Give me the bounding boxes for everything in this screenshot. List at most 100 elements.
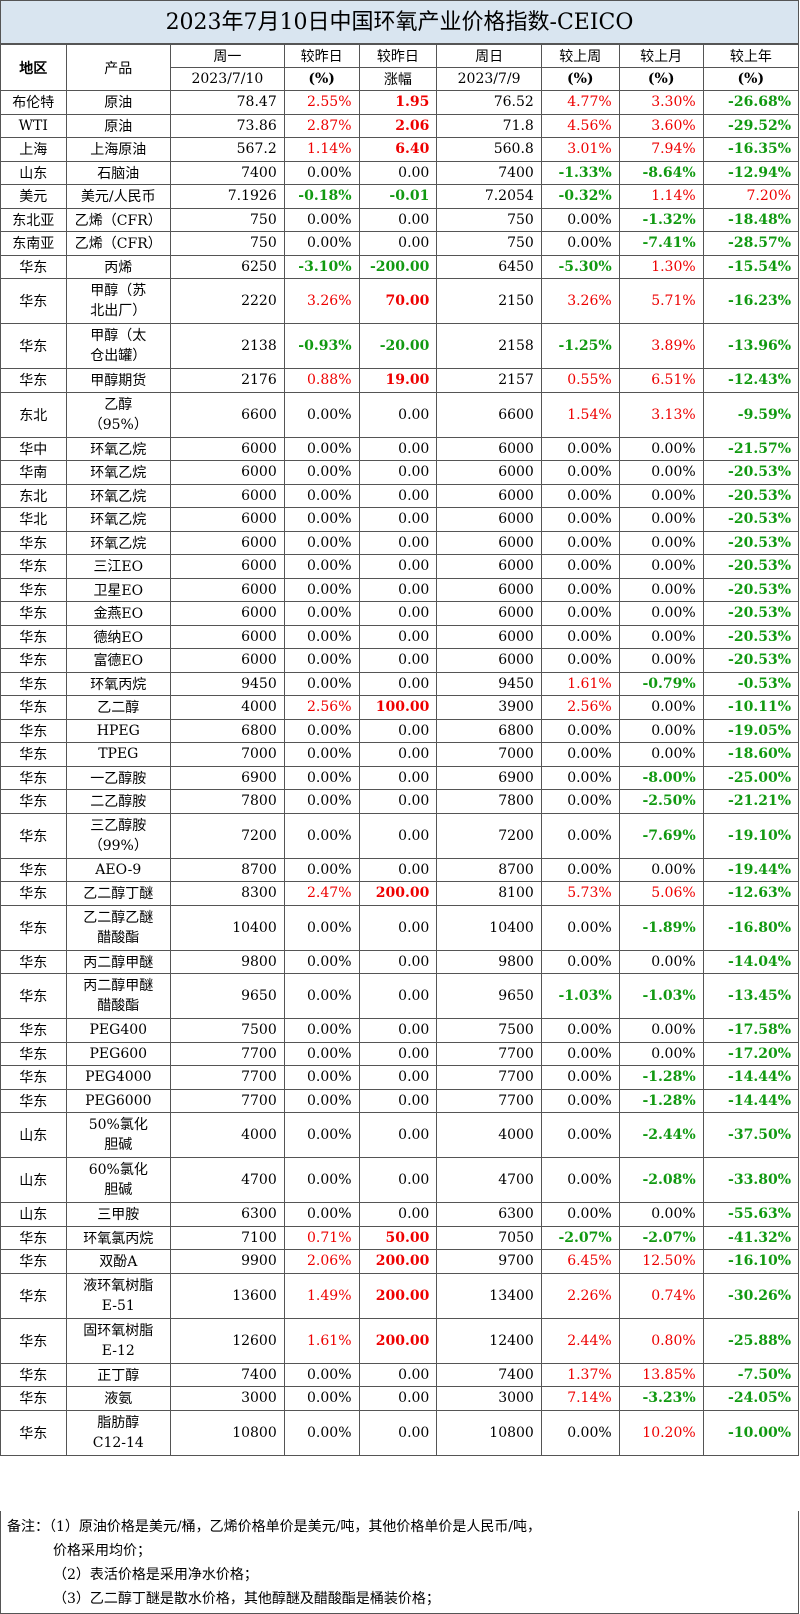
- monday-price-cell: 567.2: [170, 137, 285, 162]
- day-change-cell: 100.00: [358, 695, 438, 720]
- monday-price-cell: 7700: [170, 1088, 285, 1113]
- monday-price-cell: 7400: [170, 1362, 285, 1387]
- sunday-price-cell: 4700: [436, 1157, 542, 1203]
- sunday-price-cell: 7700: [436, 1041, 542, 1066]
- sunday-price-cell: 7000: [436, 742, 542, 767]
- day-pct-cell: 1.61%: [283, 1317, 360, 1364]
- header-mon-date: 2023/7/10: [170, 67, 285, 91]
- year-pct-cell: -14.44%: [702, 1088, 800, 1113]
- day-pct-cell: 0.00%: [283, 904, 360, 951]
- sunday-price-cell: 6000: [436, 507, 542, 532]
- table-row: 东北 环氧乙烷 6000 0.00% 0.00 6000 0.00% 0.00% -20.53%: [0, 483, 800, 508]
- sunday-price-cell: 7400: [436, 160, 542, 185]
- page-title: 2023年7月10日中国环氧产业价格指数-CEICO: [0, 0, 799, 44]
- monday-price-cell: 3000: [170, 1386, 285, 1411]
- day-change-cell: -200.00: [358, 254, 438, 279]
- table-row: 华东 脂肪醇 C12-14 10800 0.00% 0.00 10800 0.00% 10.20…: [0, 1409, 800, 1456]
- header-day-pct-unit: (%): [283, 67, 360, 91]
- day-change-cell: 0.00: [358, 601, 438, 626]
- region-cell: 华东: [0, 530, 67, 555]
- month-pct-cell: 0.00%: [618, 1018, 704, 1043]
- day-change-cell: 0.00: [358, 624, 438, 649]
- year-pct-cell: -18.48%: [702, 207, 800, 232]
- product-cell: 甲醇期货: [65, 368, 172, 393]
- month-pct-cell: -2.08%: [618, 1157, 704, 1203]
- day-change-cell: 50.00: [358, 1225, 438, 1250]
- month-pct-cell: 13.85%: [618, 1362, 704, 1387]
- region-cell: 华东: [0, 1362, 67, 1387]
- day-change-cell: 0.00: [358, 577, 438, 602]
- sunday-price-cell: 6000: [436, 648, 542, 673]
- year-pct-cell: -12.94%: [702, 160, 800, 185]
- year-pct-cell: -55.63%: [702, 1202, 800, 1227]
- table-row: 山东 石脑油 7400 0.00% 0.00 7400 -1.33% -8.64% -12.94…: [0, 160, 800, 185]
- product-cell: 丙二醇甲醚: [65, 949, 172, 974]
- day-pct-cell: 0.00%: [283, 483, 360, 508]
- table-row: 华东 PEG400 7500 0.00% 0.00 7500 0.00% 0.00% -17.5…: [0, 1018, 800, 1043]
- sunday-price-cell: 71.8: [436, 113, 542, 138]
- monday-price-cell: 7400: [170, 160, 285, 185]
- table-row: 美元 美元/人民币 7.1926 -0.18% -0.01 7.2054 -0.32% 1.1…: [0, 184, 800, 209]
- week-pct-cell: 0.00%: [540, 1409, 620, 1456]
- sunday-price-cell: 9700: [436, 1249, 542, 1274]
- day-change-cell: 0.00: [358, 436, 438, 461]
- day-pct-cell: 0.88%: [283, 368, 360, 393]
- month-pct-cell: 0.00%: [618, 436, 704, 461]
- product-cell: 环氧乙烷: [65, 507, 172, 532]
- year-pct-cell: -19.10%: [702, 812, 800, 859]
- sunday-price-cell: 6000: [436, 577, 542, 602]
- year-pct-cell: -25.00%: [702, 765, 800, 790]
- year-pct-cell: -20.53%: [702, 460, 800, 485]
- sunday-price-cell: 10400: [436, 904, 542, 951]
- region-cell: 华东: [0, 577, 67, 602]
- product-cell: 甲醇（太 仓出罐）: [65, 323, 172, 369]
- day-change-cell: 2.06: [358, 113, 438, 138]
- month-pct-cell: 0.00%: [618, 624, 704, 649]
- monday-price-cell: 6000: [170, 624, 285, 649]
- sunday-price-cell: 8100: [436, 881, 542, 906]
- monday-price-cell: 6300: [170, 1202, 285, 1227]
- region-cell: 华东: [0, 648, 67, 673]
- day-change-cell: -0.01: [358, 184, 438, 209]
- month-pct-cell: -1.28%: [618, 1088, 704, 1113]
- sunday-price-cell: 7050: [436, 1225, 542, 1250]
- monday-price-cell: 6000: [170, 436, 285, 461]
- month-pct-cell: 5.71%: [618, 278, 704, 324]
- region-cell: 华东: [0, 765, 67, 790]
- header-month: 较上月: [618, 44, 704, 68]
- table-row: 华东 三江EO 6000 0.00% 0.00 6000 0.00% 0.00% -20.53%: [0, 554, 800, 579]
- day-change-cell: 0.00: [358, 1018, 438, 1043]
- day-pct-cell: 0.00%: [283, 1112, 360, 1158]
- product-cell: 三甲胺: [65, 1202, 172, 1227]
- day-change-cell: 0.00: [358, 460, 438, 485]
- monday-price-cell: 4000: [170, 695, 285, 720]
- year-pct-cell: -21.21%: [702, 789, 800, 814]
- day-pct-cell: 2.06%: [283, 1249, 360, 1274]
- sunday-price-cell: 560.8: [436, 137, 542, 162]
- sunday-price-cell: 6000: [436, 601, 542, 626]
- month-pct-cell: -8.64%: [618, 160, 704, 185]
- day-pct-cell: 2.87%: [283, 113, 360, 138]
- week-pct-cell: 0.00%: [540, 1065, 620, 1090]
- sunday-price-cell: 8700: [436, 857, 542, 882]
- region-cell: 华东: [0, 812, 67, 859]
- monday-price-cell: 4700: [170, 1157, 285, 1203]
- sunday-price-cell: 3900: [436, 695, 542, 720]
- day-change-cell: 0.00: [358, 904, 438, 951]
- day-pct-cell: 2.56%: [283, 695, 360, 720]
- sunday-price-cell: 7700: [436, 1065, 542, 1090]
- table-row: 华东 PEG6000 7700 0.00% 0.00 7700 0.00% -1.28% -14…: [0, 1088, 800, 1113]
- region-cell: 华东: [0, 554, 67, 579]
- month-pct-cell: 0.80%: [618, 1317, 704, 1364]
- product-cell: PEG400: [65, 1018, 172, 1043]
- week-pct-cell: 6.45%: [540, 1249, 620, 1274]
- product-cell: 丙烯: [65, 254, 172, 279]
- region-cell: 上海: [0, 137, 67, 162]
- week-pct-cell: 0.00%: [540, 207, 620, 232]
- day-pct-cell: 0.00%: [283, 1202, 360, 1227]
- product-cell: 美元/人民币: [65, 184, 172, 209]
- month-pct-cell: -2.50%: [618, 789, 704, 814]
- table-row: 华东 一乙醇胺 6900 0.00% 0.00 6900 0.00% -8.00% -25.00…: [0, 765, 800, 790]
- week-pct-cell: 2.56%: [540, 695, 620, 720]
- week-pct-cell: 4.77%: [540, 90, 620, 115]
